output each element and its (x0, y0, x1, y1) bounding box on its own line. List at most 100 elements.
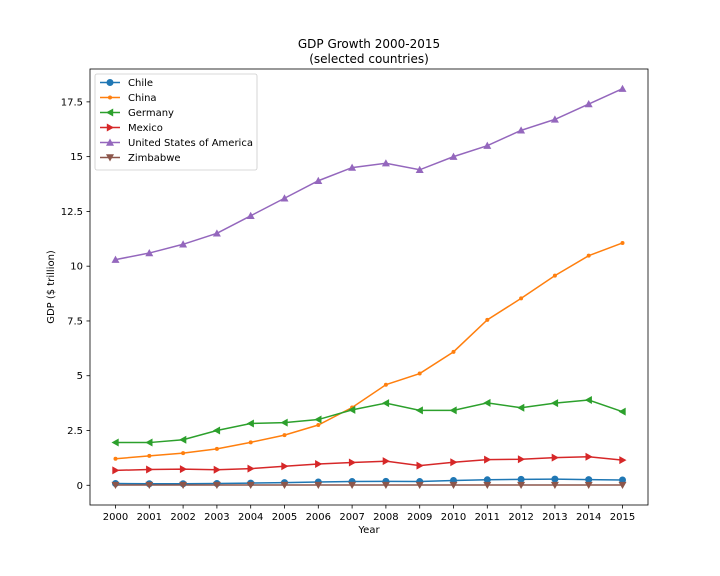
data-point (451, 349, 456, 354)
data-point (381, 159, 390, 167)
data-point (415, 165, 424, 173)
data-point (517, 481, 526, 490)
plot-layer: 2000 2001 2002 2003 2004 2005 2006 2007 2008 2009… (61, 68, 649, 523)
x-tick-label: 2002 (170, 512, 195, 523)
data-point (618, 84, 627, 92)
legend-label: China (128, 93, 157, 104)
data-point (449, 481, 458, 490)
x-tick-label: 2010 (441, 512, 466, 523)
data-point (212, 229, 221, 237)
data-point (517, 403, 525, 412)
legend-swatch-marker (106, 79, 114, 86)
y-tick-label: 5 (77, 371, 83, 382)
data-point (619, 476, 626, 484)
data-point (485, 317, 490, 322)
x-tick-label: 2007 (339, 512, 364, 523)
y-axis-title: GDP ($ trillion) (46, 250, 57, 324)
legend-label: Zimbabwe (128, 153, 181, 164)
series-line (115, 88, 623, 261)
y-tick-label: 2.5 (67, 426, 83, 437)
data-point (111, 481, 120, 490)
data-point (415, 481, 424, 490)
data-point (179, 240, 188, 248)
data-point (517, 126, 526, 134)
data-point (179, 465, 188, 474)
data-point (449, 406, 457, 415)
y-tick-label: 15 (70, 152, 83, 163)
data-point (145, 438, 153, 447)
data-point (550, 399, 559, 408)
data-point (246, 419, 254, 428)
x-tick-label: 2012 (508, 512, 533, 523)
data-point (179, 481, 188, 490)
y-tick-label: 7.5 (67, 316, 83, 327)
chart-title: GDP Growth 2000-2015 (298, 37, 440, 51)
series-line (115, 242, 623, 460)
data-point (112, 466, 120, 475)
legend-item: Zimbabwe (100, 153, 181, 164)
data-point (585, 452, 593, 461)
data-point (517, 475, 525, 483)
data-point (585, 476, 593, 484)
data-point (483, 481, 492, 490)
legend-swatch-marker (106, 154, 114, 162)
series-line (115, 456, 623, 472)
data-point (314, 176, 323, 184)
data-point (449, 152, 458, 160)
x-axis-title: Year (357, 525, 380, 536)
legend-label: Mexico (128, 123, 163, 134)
x-tick-label: 2001 (137, 512, 162, 523)
data-point (550, 115, 559, 123)
series-china (113, 240, 625, 461)
data-point (450, 458, 458, 467)
data-point (246, 481, 255, 490)
data-point (586, 253, 591, 258)
data-point (348, 458, 357, 467)
legend-swatch-marker (106, 108, 114, 117)
series-germany (111, 396, 626, 447)
x-tick-label: 2000 (103, 512, 128, 523)
y-tick-label: 0 (77, 481, 83, 492)
x-tick-label: 2008 (373, 512, 398, 523)
x-tick-label: 2003 (204, 512, 229, 523)
data-point (483, 476, 491, 484)
series-zimbabwe (111, 481, 627, 490)
data-point (519, 296, 524, 301)
legend-swatch-marker (106, 138, 114, 146)
x-tick-label: 2014 (576, 512, 601, 523)
x-tick-label: 2005 (272, 512, 297, 523)
data-point (179, 435, 187, 444)
data-point (517, 455, 526, 464)
legend-item: United States of America (100, 138, 253, 149)
series-line (115, 399, 623, 444)
data-point (146, 465, 154, 474)
data-point (147, 453, 152, 458)
data-point (417, 371, 422, 376)
data-point (348, 163, 357, 171)
data-point (316, 423, 321, 428)
data-point (483, 398, 491, 407)
x-tick-label: 2013 (542, 512, 567, 523)
data-point (214, 446, 219, 451)
data-point (620, 240, 625, 245)
data-point (551, 453, 559, 462)
data-point (113, 456, 118, 461)
data-point (314, 415, 322, 424)
data-point (280, 194, 289, 202)
data-point (315, 460, 323, 469)
legend-item: Germany (100, 108, 174, 119)
data-point (382, 457, 390, 466)
data-point (280, 418, 288, 427)
data-point (212, 426, 221, 435)
data-point (282, 433, 287, 438)
data-point (584, 100, 593, 108)
data-point (381, 399, 390, 408)
x-tick-label: 2009 (407, 512, 432, 523)
y-tick-label: 10 (70, 262, 83, 273)
x-tick-label: 2015 (610, 512, 635, 523)
data-point (483, 141, 492, 149)
data-point (348, 405, 356, 414)
data-point (246, 211, 255, 219)
